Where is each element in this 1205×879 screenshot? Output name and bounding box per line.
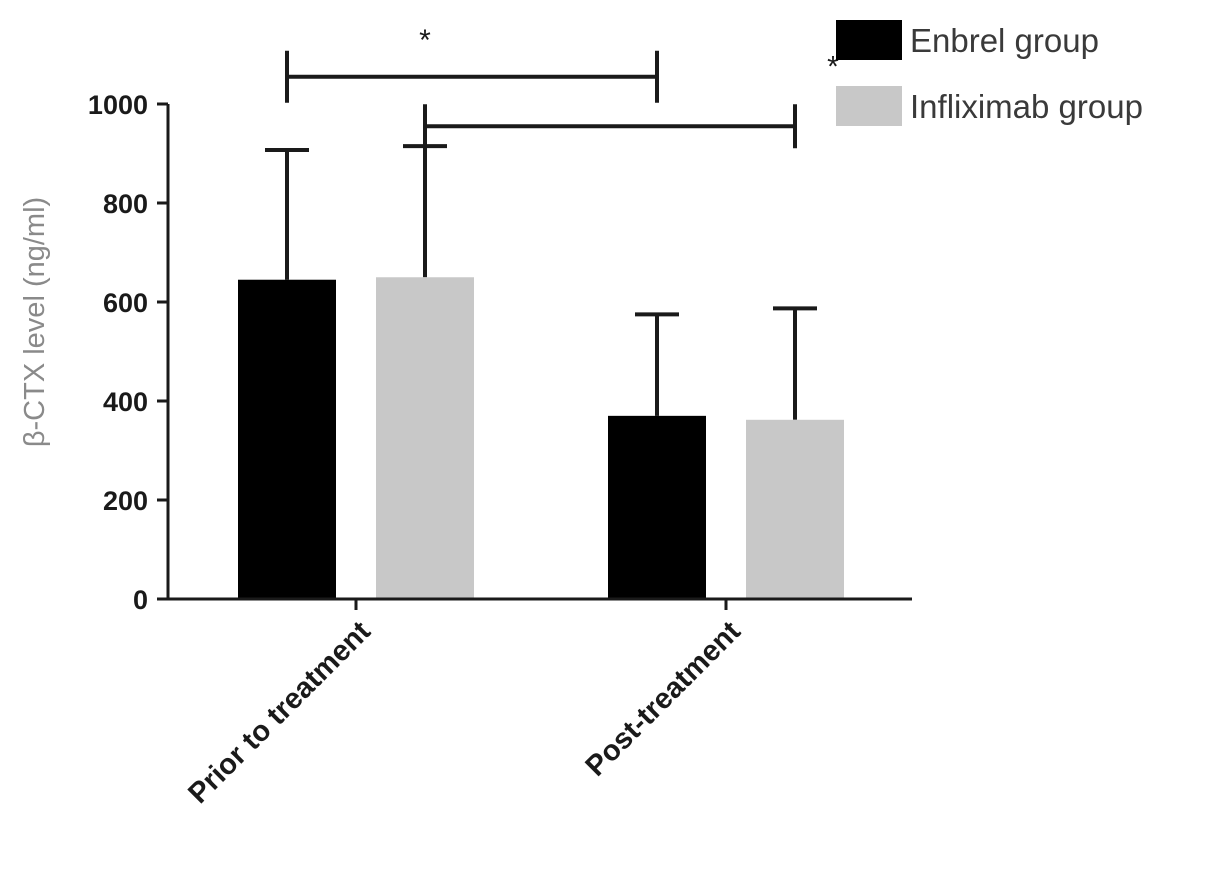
significance-star: *	[419, 24, 431, 57]
y-tick-label: 400	[103, 387, 148, 417]
legend: Enbrel group Infliximab group	[836, 20, 1143, 126]
legend-label: Infliximab group	[910, 88, 1143, 125]
legend-swatch	[836, 86, 902, 126]
error-bars	[265, 144, 817, 420]
y-tick-label: 800	[103, 189, 148, 219]
legend-swatch	[836, 20, 902, 60]
significance-bracket	[285, 50, 659, 103]
bar-infliximab-prior	[376, 277, 474, 599]
axes	[166, 104, 912, 601]
x-category-label: Post-treatment	[580, 615, 748, 783]
significance-bracket	[423, 104, 797, 149]
bar-enbrel-prior	[238, 279, 336, 599]
category-labels: Prior to treatment Post-treatment	[182, 599, 747, 810]
y-tick-label: 0	[133, 585, 148, 615]
y-axis-label: β-CTX level (ng/ml)	[19, 197, 51, 447]
bars	[238, 277, 844, 599]
y-tick-label: 1000	[88, 90, 148, 120]
y-ticks: 0 200 400 600 800 1000	[88, 90, 168, 615]
legend-label: Enbrel group	[910, 22, 1099, 59]
y-tick-label: 600	[103, 288, 148, 318]
y-tick-label: 200	[103, 486, 148, 516]
bar-enbrel-post	[608, 415, 706, 599]
x-category-label: Prior to treatment	[182, 615, 377, 810]
bar-infliximab-post	[746, 419, 844, 599]
significance-brackets: **	[285, 24, 839, 149]
